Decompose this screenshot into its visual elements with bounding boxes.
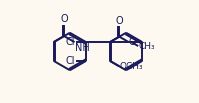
Text: CH₃: CH₃ xyxy=(139,42,155,51)
Text: O: O xyxy=(60,14,68,24)
Text: Cl: Cl xyxy=(66,37,75,47)
Text: NH: NH xyxy=(75,43,90,53)
Text: O: O xyxy=(129,37,136,47)
Text: O: O xyxy=(115,16,123,26)
Text: Cl: Cl xyxy=(66,56,75,66)
Text: OCH₃: OCH₃ xyxy=(120,62,143,71)
